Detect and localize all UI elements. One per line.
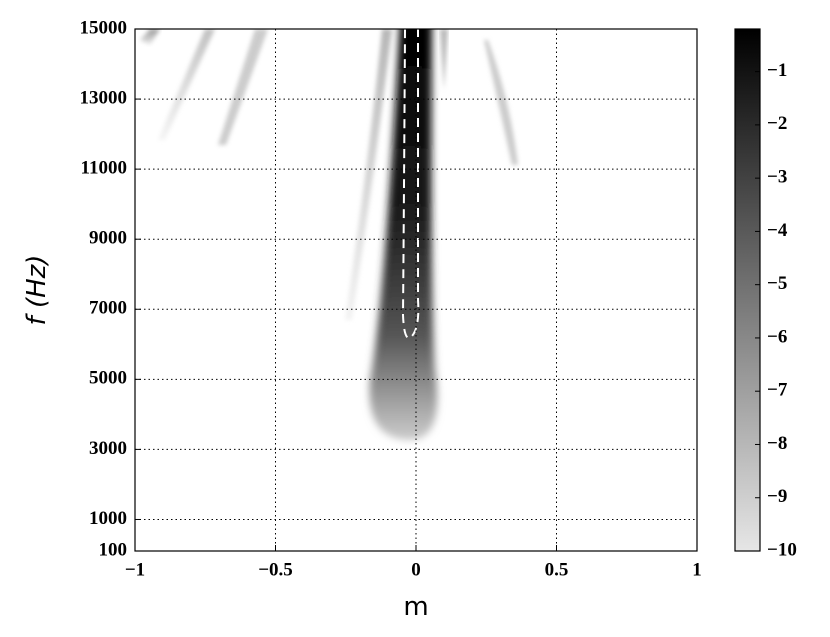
y-tick-label: 7000 [89, 298, 127, 319]
x-tick-label: 0 [411, 559, 421, 580]
colorbar-tick-label: −4 [767, 220, 788, 241]
colorbar-tick-label: −1 [767, 60, 787, 81]
contour [401, 29, 420, 340]
x-tick-label: −1 [125, 559, 145, 580]
colorbar-tick-label: −8 [767, 433, 787, 454]
x-axis-label: m [403, 592, 428, 622]
plume [369, 29, 438, 440]
y-tick-label: 9000 [89, 228, 127, 249]
colorbar-tick-label: −6 [767, 326, 787, 347]
streak [345, 29, 392, 320]
colorbar-tick-label: −7 [767, 380, 788, 401]
y-tick-label: 5000 [89, 368, 127, 389]
streak [484, 40, 518, 165]
y-tick-label: 1000 [89, 508, 127, 529]
colorbar-tick-label: −2 [767, 113, 787, 134]
y-tick-label: 13000 [80, 87, 128, 108]
y-tick-label: 100 [99, 539, 128, 560]
streak [158, 29, 215, 140]
y-tick-label: 3000 [89, 438, 127, 459]
x-tick-label: −0.5 [258, 559, 293, 580]
heatmap-field [140, 29, 518, 440]
y-tick-label: 15000 [80, 17, 128, 38]
streak [440, 29, 448, 90]
streak [140, 29, 160, 45]
colorbar-tick-label: −9 [767, 486, 787, 507]
colorbar-tick-label: −5 [767, 273, 787, 294]
x-tick-label: 1 [692, 559, 702, 580]
colorbar-tick-label: −3 [767, 167, 787, 188]
streak [218, 29, 268, 145]
y-axis-label: f (Hz) [22, 255, 52, 326]
colorbar-tick-label: −10 [767, 539, 797, 560]
y-tick-label: 11000 [81, 157, 127, 178]
colorbar [734, 28, 761, 552]
x-tick-label: 0.5 [545, 559, 569, 580]
